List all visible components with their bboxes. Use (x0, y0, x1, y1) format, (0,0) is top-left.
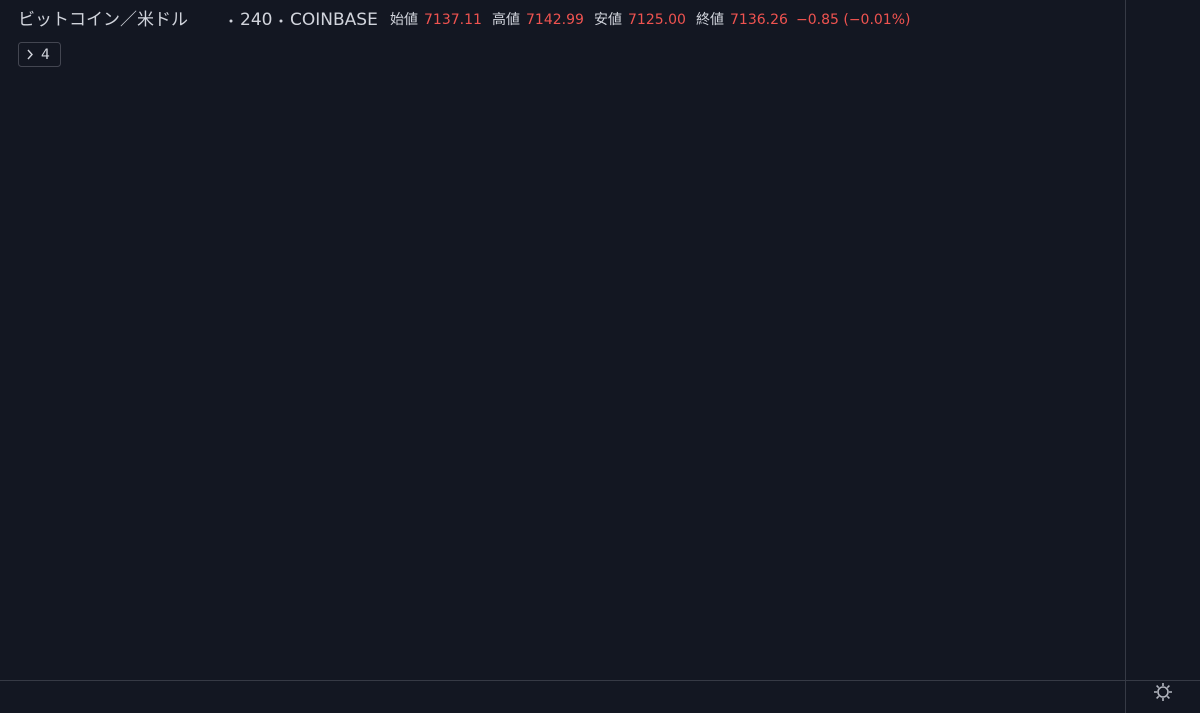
header: ビットコイン／米ドル 240 COINBASE 始値 7137.11 高値 71… (18, 10, 910, 30)
indicator-count: 4 (41, 47, 50, 63)
legend-label: 高値 (492, 11, 520, 28)
separator (279, 19, 283, 23)
exchange: COINBASE (290, 10, 378, 30)
settings[interactable] (1154, 683, 1172, 701)
legend-value: 7137.11 (424, 12, 482, 28)
symbol-title: ビットコイン／米ドル (18, 10, 188, 30)
legend-label: 終値 (696, 12, 724, 28)
interval: 240 (240, 10, 272, 30)
legend-change: −0.85 (−0.01%) (796, 12, 910, 28)
indicator-button[interactable] (18, 42, 61, 67)
gear-icon (1154, 683, 1172, 701)
separator (229, 19, 233, 23)
legend-label: 始値 (390, 12, 418, 28)
legend-label: 安値 (594, 12, 622, 28)
chevron-icon (27, 49, 33, 60)
gear-icon[interactable] (1157, 686, 1169, 698)
legend-value: 7125.00 (628, 12, 686, 28)
legend-value: 7142.99 (526, 12, 584, 28)
legend-value: 7136.26 (730, 12, 788, 28)
indicator-toggle[interactable]: 4 (18, 42, 61, 67)
